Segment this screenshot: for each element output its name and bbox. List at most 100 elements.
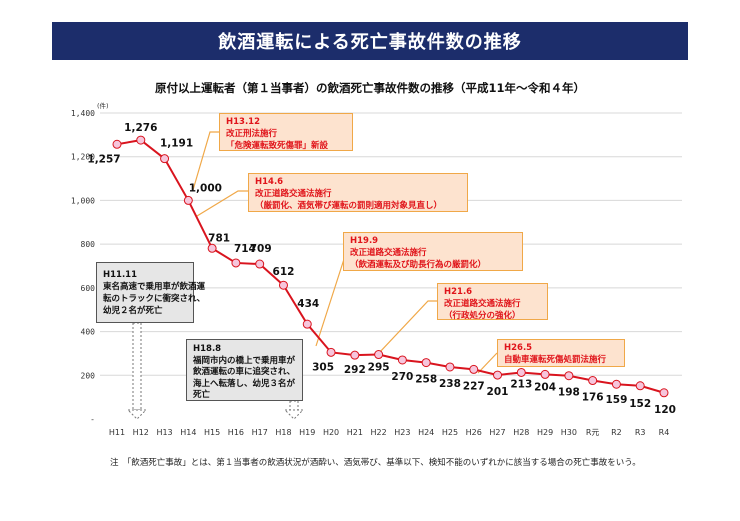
data-point — [445, 362, 455, 372]
data-point — [231, 258, 241, 268]
data-label: 295 — [368, 362, 390, 374]
x-tick-label: H12 — [133, 428, 149, 437]
x-tick-label: H23 — [394, 428, 410, 437]
callout-leader-line — [377, 300, 437, 355]
data-point — [302, 319, 312, 329]
x-tick-label: H15 — [204, 428, 220, 437]
data-label: 227 — [463, 380, 485, 392]
data-label: 1,257 — [87, 153, 120, 165]
x-tick-label: H25 — [442, 428, 458, 437]
data-label: 1,000 — [189, 182, 222, 194]
data-point — [255, 259, 265, 269]
data-point — [160, 154, 170, 164]
x-tick-label: H17 — [252, 428, 268, 437]
y-tick-label: 1,200 — [71, 153, 95, 162]
x-tick-label: H20 — [323, 428, 339, 437]
data-point — [207, 243, 217, 253]
data-point — [397, 355, 407, 365]
incident-date: H18.8 — [193, 344, 222, 354]
callout-date: H19.9 — [350, 236, 379, 246]
data-label: 612 — [273, 266, 295, 278]
data-label: 198 — [558, 387, 580, 399]
footnote: 注 「飲酒死亡事故」とは、第１当事者の飲酒状況が酒酔い、酒気帯び、基準以下、検知… — [110, 458, 641, 468]
data-label: 1,191 — [160, 138, 193, 150]
x-tick-label: H24 — [418, 428, 434, 437]
data-point — [421, 358, 431, 368]
callout-text: 改正道路交通法施行 （行政処分の強化） — [444, 299, 521, 321]
data-point — [278, 280, 288, 290]
data-label: 270 — [391, 371, 413, 383]
data-point — [183, 195, 193, 205]
data-label: 292 — [344, 364, 366, 376]
data-point — [540, 369, 550, 379]
callout-h26-5: H26.5 自動車運転死傷処罰法施行 — [497, 339, 625, 367]
data-label: 709 — [250, 243, 272, 255]
data-point — [374, 350, 384, 360]
x-tick-label: H14 — [180, 428, 196, 437]
arrow-down-icon — [126, 409, 148, 420]
arrow-down-icon — [283, 409, 305, 420]
data-point — [564, 371, 574, 381]
data-point — [493, 370, 503, 380]
data-point — [516, 367, 526, 377]
x-tick-label: H29 — [537, 428, 553, 437]
data-label: 120 — [654, 404, 676, 416]
x-tick-label: H16 — [228, 428, 244, 437]
x-tick-label: H11 — [109, 428, 125, 437]
arrow-shaft — [132, 322, 142, 411]
chart-title: 原付以上運転者（第１当事者）の飲酒死亡事故件数の推移（平成11年～令和４年） — [155, 81, 585, 95]
callout-text: 自動車運転死傷処罰法施行 — [504, 355, 607, 365]
x-tick-label: H22 — [371, 428, 387, 437]
x-tick-label: H30 — [561, 428, 577, 437]
x-tick-label: H13 — [156, 428, 172, 437]
data-label: 204 — [534, 381, 556, 393]
callout-h13-12: H13.12 改正刑法施行 「危険運転致死傷罪」新設 — [219, 113, 353, 151]
y-tick-label: 400 — [81, 328, 96, 337]
data-label: 258 — [415, 374, 437, 386]
incident-h11-11: H11.11 東名高速で乗用車が飲酒運 転のトラックに衝突され、 幼児２名が死亡 — [96, 262, 206, 323]
y-tick-label: 1,000 — [71, 196, 95, 205]
y-tick-label: 1,400 — [71, 109, 95, 118]
data-point — [611, 379, 621, 389]
incident-text: 福岡市内の橋上で乗用車が 飲酒運転の車に追突され、 海上へ転落し、幼児３名が 死… — [193, 355, 296, 401]
data-label: 781 — [208, 232, 230, 244]
callout-date: H13.12 — [226, 117, 260, 127]
data-point — [469, 364, 479, 374]
y-tick-label: 800 — [81, 240, 96, 249]
callout-date: H14.6 — [255, 177, 284, 187]
data-label: 176 — [582, 392, 604, 404]
callout-text: 改正刑法施行 「危険運転致死傷罪」新設 — [226, 129, 329, 151]
callout-leader-line — [315, 255, 346, 347]
x-tick-label: H27 — [489, 428, 505, 437]
callout-h19-9: H19.9 改正道路交通法施行 （飲酒運転及び助長行為の厳罰化） — [343, 232, 523, 271]
incident-date: H11.11 — [103, 270, 137, 280]
callout-text: 改正道路交通法施行 （飲酒運転及び助長行為の厳罰化） — [350, 248, 487, 270]
data-label: 159 — [605, 394, 627, 406]
data-point — [659, 388, 669, 398]
x-tick-label: H21 — [347, 428, 363, 437]
x-tick-label: R3 — [635, 428, 646, 437]
callout-text: 改正道路交通法施行 （厳罰化、酒気帯び運転の罰則適用対象見直し） — [255, 189, 443, 211]
x-tick-label: H26 — [466, 428, 482, 437]
y-tick-label: 600 — [81, 284, 96, 293]
data-label: 213 — [510, 378, 532, 390]
x-tick-label: R2 — [611, 428, 622, 437]
callout-leader-line — [477, 352, 498, 374]
callout-h14-6: H14.6 改正道路交通法施行 （厳罰化、酒気帯び運転の罰則適用対象見直し） — [248, 173, 468, 212]
arrow-shaft — [289, 400, 299, 411]
banner-title: 飲酒運転による死亡事故件数の推移 — [52, 22, 688, 60]
data-point — [136, 135, 146, 145]
incident-text: 東名高速で乗用車が飲酒運 転のトラックに衝突され、 幼児２名が死亡 — [103, 282, 206, 316]
data-label: 152 — [629, 398, 651, 410]
callout-leader-line — [192, 131, 219, 191]
data-label: 201 — [487, 386, 509, 398]
data-point — [588, 376, 598, 386]
x-tick-label: R4 — [659, 428, 670, 437]
callout-date: H21.6 — [444, 287, 473, 297]
callout-leader-line — [196, 190, 248, 217]
x-tick-label: H19 — [299, 428, 315, 437]
data-label: 434 — [297, 298, 319, 310]
data-label: 238 — [439, 378, 461, 390]
callout-date: H26.5 — [504, 343, 533, 353]
